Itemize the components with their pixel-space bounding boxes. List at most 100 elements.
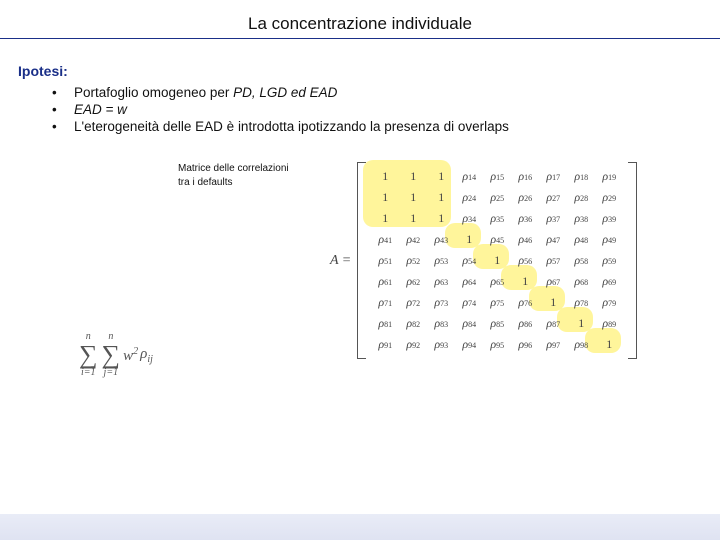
matrix-cell: ρ79 [595, 292, 623, 313]
matrix-cell: ρ57 [539, 250, 567, 271]
matrix-cell: ρ65 [483, 271, 511, 292]
matrix-cell: ρ86 [511, 313, 539, 334]
matrix-caption: Matrice delle correlazioni tra i default… [178, 162, 318, 189]
matrix-cell: 1 [483, 250, 511, 271]
matrix-cell: ρ45 [483, 229, 511, 250]
hypotheses-heading: Ipotesi: [18, 63, 702, 79]
matrix-cell: ρ29 [595, 187, 623, 208]
matrix-cell: ρ87 [539, 313, 567, 334]
matrix-cell: ρ61 [371, 271, 399, 292]
matrix-cell: ρ68 [567, 271, 595, 292]
diagram-area: Matrice delle correlazioni tra i default… [18, 152, 702, 472]
caption-line: tra i defaults [178, 176, 318, 190]
matrix-cell: ρ62 [399, 271, 427, 292]
matrix-cell: ρ76 [511, 292, 539, 313]
bullet-text: Portafoglio omogeneo per [74, 85, 233, 100]
matrix-cell: ρ54 [455, 250, 483, 271]
matrix-cell: ρ42 [399, 229, 427, 250]
matrix-cell: ρ71 [371, 292, 399, 313]
matrix-cell: ρ91 [371, 334, 399, 355]
bracket-right [629, 162, 637, 359]
bullet-dot: • [52, 119, 74, 134]
rho-term: ρij [140, 346, 153, 365]
matrix-cell: 1 [371, 208, 399, 229]
matrix-cell: ρ47 [539, 229, 567, 250]
matrix-cell: ρ56 [511, 250, 539, 271]
matrix-cell: ρ96 [511, 334, 539, 355]
bullet-dot: • [52, 102, 74, 117]
bullet-italic: EAD = w [74, 102, 127, 117]
matrix-cell: ρ58 [567, 250, 595, 271]
matrix-cell: ρ85 [483, 313, 511, 334]
matrix-cell: ρ72 [399, 292, 427, 313]
matrix-cell: ρ18 [567, 166, 595, 187]
matrix-cell: ρ53 [427, 250, 455, 271]
sigma-1: n ∑ i=1 [79, 332, 98, 378]
matrix-cell: ρ25 [483, 187, 511, 208]
matrix-cell: ρ82 [399, 313, 427, 334]
matrix-cell: 1 [399, 187, 427, 208]
caption-line: Matrice delle correlazioni [178, 162, 318, 176]
matrix-cell: ρ17 [539, 166, 567, 187]
matrix-cell: ρ89 [595, 313, 623, 334]
matrix-cell: ρ49 [595, 229, 623, 250]
matrix-label: A = [330, 253, 351, 269]
content-area: Ipotesi: • Portafoglio omogeneo per PD, … [0, 39, 720, 472]
matrix-cell: ρ16 [511, 166, 539, 187]
w-term: w2 [123, 346, 138, 365]
summation-formula: n ∑ i=1 n ∑ j=1 w2 ρij [78, 332, 153, 378]
matrix-cell: ρ27 [539, 187, 567, 208]
footer-bar [0, 514, 720, 540]
matrix-cell: ρ81 [371, 313, 399, 334]
matrix-cell: ρ63 [427, 271, 455, 292]
title-bar: La concentrazione individuale [0, 0, 720, 39]
bullet-text: L'eterogeneità delle EAD è introdotta ip… [74, 119, 509, 134]
matrix-cell: ρ35 [483, 208, 511, 229]
list-item: • EAD = w [52, 102, 702, 117]
matrix-cell: ρ64 [455, 271, 483, 292]
matrix-cell: 1 [371, 187, 399, 208]
matrix-cell: 1 [511, 271, 539, 292]
matrix-cell: ρ93 [427, 334, 455, 355]
matrix-cell: 1 [427, 208, 455, 229]
matrix-cell: ρ28 [567, 187, 595, 208]
matrix-cell: ρ39 [595, 208, 623, 229]
matrix-cell: ρ19 [595, 166, 623, 187]
matrix-cell: ρ92 [399, 334, 427, 355]
matrix-cell: ρ98 [567, 334, 595, 355]
matrix-cell: ρ97 [539, 334, 567, 355]
matrix-cell: ρ37 [539, 208, 567, 229]
bullet-dot: • [52, 85, 74, 100]
matrix-cell: 1 [427, 187, 455, 208]
matrix-cell: ρ83 [427, 313, 455, 334]
sigma-2: n ∑ j=1 [102, 332, 121, 378]
list-item: • L'eterogeneità delle EAD è introdotta … [52, 119, 702, 134]
matrix-cell: ρ43 [427, 229, 455, 250]
matrix-cell: 1 [399, 208, 427, 229]
matrix-cell: ρ51 [371, 250, 399, 271]
matrix-cell: ρ73 [427, 292, 455, 313]
matrix-cell: ρ38 [567, 208, 595, 229]
matrix-cell: ρ36 [511, 208, 539, 229]
matrix-cell: ρ95 [483, 334, 511, 355]
matrix-cell: 1 [539, 292, 567, 313]
matrix-cell: ρ52 [399, 250, 427, 271]
matrix-cell: 1 [567, 313, 595, 334]
matrix-cell: ρ15 [483, 166, 511, 187]
matrix-wrap: A = 111ρ14ρ15ρ16ρ17ρ18ρ19111ρ24ρ25ρ26ρ27… [330, 162, 637, 359]
matrix-cell: 1 [595, 334, 623, 355]
matrix-cell: ρ26 [511, 187, 539, 208]
matrix-cell: ρ46 [511, 229, 539, 250]
matrix-cell: ρ34 [455, 208, 483, 229]
matrix-cell: ρ94 [455, 334, 483, 355]
matrix-cell: 1 [455, 229, 483, 250]
bullet-italic: PD, LGD ed EAD [233, 85, 337, 100]
matrix-cell: ρ69 [595, 271, 623, 292]
matrix-cell: ρ59 [595, 250, 623, 271]
slide-title: La concentrazione individuale [0, 14, 720, 34]
matrix-cell: 1 [399, 166, 427, 187]
matrix-cell: 1 [371, 166, 399, 187]
matrix-cell: ρ41 [371, 229, 399, 250]
list-item: • Portafoglio omogeneo per PD, LGD ed EA… [52, 85, 702, 100]
matrix-cell: ρ74 [455, 292, 483, 313]
